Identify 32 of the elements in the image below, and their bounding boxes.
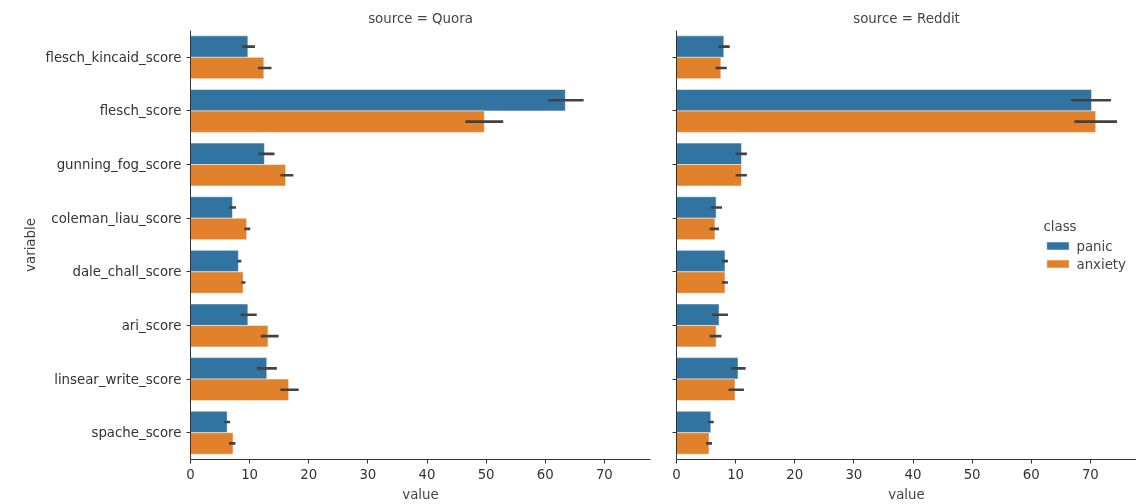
x-tick-label: 10	[727, 466, 745, 482]
x-tick-label: 70	[1081, 466, 1099, 482]
x-tick-label: 50	[963, 466, 981, 482]
x-tick-label: 50	[477, 466, 495, 482]
x-tick-label: 60	[536, 466, 554, 482]
x-tick-label: 0	[672, 466, 681, 482]
y-tick-label: linsear_write_score	[54, 371, 182, 387]
x-tick-label: 30	[845, 466, 863, 482]
y-tick-label: dale_chall_score	[72, 264, 182, 280]
x-tick-label: 20	[786, 466, 804, 482]
x-tick-label: 70	[595, 466, 613, 482]
x-tick-label: 10	[241, 466, 259, 482]
legend-label: anxiety	[1076, 256, 1126, 271]
x-tick-label: 20	[300, 466, 318, 482]
x-axis-title: value	[402, 486, 439, 502]
y-axis-title: variable	[22, 218, 38, 272]
chart-title: source = Quora	[368, 10, 473, 26]
y-tick-label: flesch_kincaid_score	[45, 49, 182, 65]
x-tick-label: 60	[1022, 466, 1040, 482]
legend-label: panic	[1076, 238, 1113, 253]
chart-title: source = Reddit	[853, 10, 960, 26]
y-tick-label: ari_score	[121, 317, 182, 333]
x-tick-label: 40	[418, 466, 436, 482]
x-tick-label: 30	[359, 466, 377, 482]
y-tick-label: coleman_liau_score	[51, 210, 182, 226]
legend-title: class	[1043, 218, 1078, 233]
x-tick-label: 0	[186, 466, 195, 482]
y-tick-label: flesch_score	[99, 103, 182, 119]
y-tick-label: gunning_fog_score	[56, 157, 182, 173]
x-tick-label: 40	[904, 466, 922, 482]
x-axis-title: value	[888, 486, 925, 502]
y-tick-label: spache_score	[91, 425, 182, 441]
